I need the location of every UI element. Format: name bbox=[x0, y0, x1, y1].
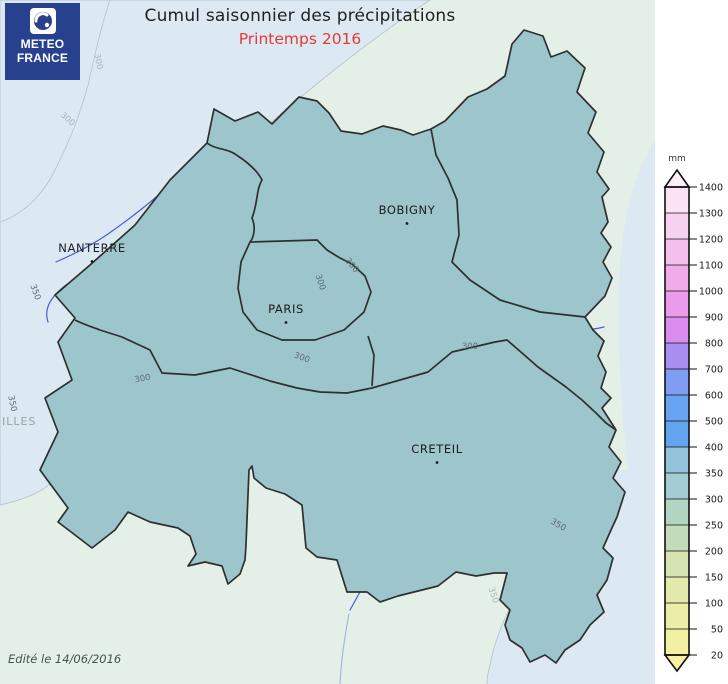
legend-band bbox=[665, 551, 689, 577]
legend-tick-label-600: 600 bbox=[705, 391, 723, 402]
legend-tick-label-200: 200 bbox=[705, 547, 723, 558]
legend-band bbox=[665, 343, 689, 369]
isoline-label-300: 300 bbox=[134, 373, 152, 386]
legend-band bbox=[665, 629, 689, 655]
city-label-paris: PARIS bbox=[268, 302, 304, 316]
legend-tick-label-1300: 1300 bbox=[699, 209, 723, 220]
legend-tick-label-150: 150 bbox=[705, 573, 723, 584]
legend-tick-label-700: 700 bbox=[705, 365, 723, 376]
legend-unit-label: mm bbox=[668, 154, 686, 164]
meteo-france-logo: METEO FRANCE bbox=[5, 3, 80, 80]
city-label-bobigny: BOBIGNY bbox=[379, 203, 436, 217]
department-boundaries bbox=[39, 29, 626, 664]
river-faded-background bbox=[339, 613, 350, 684]
legend-tick-label-400: 400 bbox=[705, 443, 723, 454]
city-dot-paris bbox=[284, 321, 288, 324]
legend-tick-label-300: 300 bbox=[705, 495, 723, 506]
legend-tick-label-500: 500 bbox=[705, 417, 723, 428]
legend-band bbox=[665, 291, 689, 317]
legend-arrow-up-icon bbox=[663, 168, 691, 188]
legend-tick-label-350: 350 bbox=[705, 469, 723, 480]
legend-band bbox=[665, 577, 689, 603]
region-label-partial: ILLES bbox=[2, 415, 36, 428]
legend-band bbox=[665, 213, 689, 239]
legend-band bbox=[665, 473, 689, 499]
legend-band bbox=[665, 525, 689, 551]
legend-band bbox=[665, 369, 689, 395]
isoline-label-300: 300 bbox=[313, 273, 328, 292]
legend-band bbox=[665, 447, 689, 473]
legend-tick-label-100: 100 bbox=[705, 599, 723, 610]
legend-colorbar-border bbox=[664, 186, 690, 656]
legend-tick-label-20: 20 bbox=[711, 651, 723, 662]
precipitation-legend: mm 1400 1300 1200 1100 1000 900 800 700 600 500 40… bbox=[663, 154, 723, 673]
legend-colorbar: 1400 1300 1200 1100 1000 900 800 700 600 500 400 35… bbox=[663, 168, 723, 673]
legend-arrow-down-icon bbox=[663, 654, 691, 673]
legend-band bbox=[665, 499, 689, 525]
legend-band bbox=[665, 239, 689, 265]
legend-band bbox=[665, 395, 689, 421]
legend-band bbox=[665, 187, 689, 213]
legend-tick-label-250: 250 bbox=[705, 521, 723, 532]
legend-tick-label-1200: 1200 bbox=[699, 235, 723, 246]
legend-band bbox=[665, 265, 689, 291]
legend-band bbox=[665, 603, 689, 629]
city-dot-creteil bbox=[435, 461, 439, 464]
legend-tick-label-1400: 1400 bbox=[699, 183, 723, 194]
legend-tick-label-50: 50 bbox=[711, 625, 723, 636]
legend-tick-label-800: 800 bbox=[705, 339, 723, 350]
isoline-label-350: 350 bbox=[486, 586, 501, 605]
city-label-creteil: CRETEIL bbox=[411, 442, 463, 456]
city-dot-nanterre bbox=[90, 260, 94, 263]
meteo-france-logo-icon bbox=[29, 8, 56, 34]
isoline-label-300: 300 bbox=[462, 342, 478, 352]
legend-tick-label-900: 900 bbox=[705, 313, 723, 324]
logo-line1: METEO bbox=[20, 37, 65, 51]
paris-ring-boundary bbox=[237, 239, 372, 341]
logo-line2: FRANCE bbox=[16, 51, 69, 65]
city-dot-bobigny bbox=[405, 222, 409, 225]
isoline-label-300: 300 bbox=[91, 53, 104, 71]
city-labels: NANTERRE BOBIGNY PARIS CRETEIL bbox=[58, 203, 463, 464]
edition-date: Edité le 14/06/2016 bbox=[8, 652, 122, 666]
legend-band bbox=[665, 317, 689, 343]
legend-tick-label-1100: 1100 bbox=[699, 261, 723, 272]
city-label-nanterre: NANTERRE bbox=[58, 241, 125, 255]
isoline-label-350: 350 bbox=[5, 395, 18, 413]
background-zone-pale-blue-east bbox=[618, 140, 655, 470]
legend-band bbox=[665, 421, 689, 447]
legend-tick-label-1000: 1000 bbox=[699, 287, 723, 298]
